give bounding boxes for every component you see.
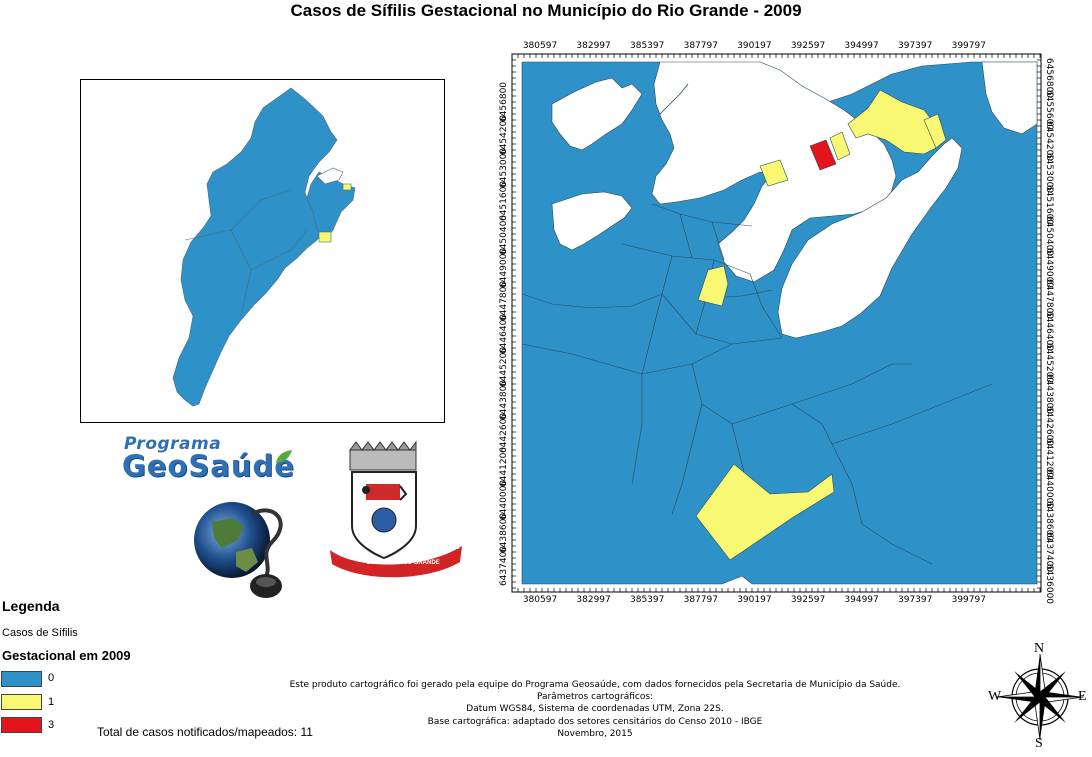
tick-label-bottom: 397397 [898, 595, 933, 605]
lagoon-line [659, 83, 689, 115]
tick-label-top: 390197 [737, 41, 772, 51]
seal-ribbon-text: CIDADE DO RIO GRANDE [366, 560, 440, 566]
water-bay [551, 77, 643, 151]
tick-marks-top [511, 54, 1041, 58]
compass-w: W [988, 689, 1002, 704]
legend-label-1: 1 [48, 696, 55, 708]
tick-label-top: 382997 [576, 41, 611, 51]
credits-line: Parâmetros cartográficos: [536, 692, 654, 703]
tick-label-top: 387797 [683, 41, 718, 51]
sector-lines [521, 203, 993, 565]
credits-line: Novembro, 2015 [557, 728, 633, 739]
tick-marks-right [1037, 53, 1041, 589]
overview-map [80, 79, 445, 423]
compass-n: N [1034, 641, 1045, 656]
legend-label-0: 0 [48, 672, 55, 684]
overview-yellow-sector [318, 231, 332, 243]
compass-s: S [1035, 736, 1043, 751]
compass-e: E [1078, 689, 1087, 704]
legend-subtitle-1: Casos de Sífilis [2, 627, 78, 639]
city-seal [326, 438, 468, 587]
sector-yellow-south [695, 463, 835, 561]
tick-label-top: 397397 [898, 41, 933, 51]
overview-inner-lines [184, 189, 308, 317]
globe-mouse-icon [192, 492, 296, 609]
sector-yellow-north-2 [829, 131, 851, 161]
map-regions [521, 61, 1038, 585]
seal-year-right: 1835 [444, 544, 460, 551]
tick-marks-bottom [511, 588, 1041, 592]
tick-marks-left [512, 53, 516, 589]
seal-year-left: 1737 [338, 546, 354, 553]
tick-label-bottom: 399797 [951, 595, 986, 605]
legend-subtitle-2: Gestacional em 2009 [2, 648, 131, 663]
credits-line: Base cartográfica: adaptado dos setores … [427, 716, 763, 727]
map-title: Casos de Sífilis Gestacional no Municípi… [290, 1, 802, 20]
legend-swatch-1 [1, 694, 42, 710]
sector-yellow-north-4 [923, 113, 947, 149]
sector-yellow-north-1 [759, 159, 789, 187]
legend-swatch-3 [1, 717, 42, 733]
legend-title: Legenda [2, 598, 60, 614]
tick-label-top: 385397 [630, 41, 665, 51]
tick-label-bottom: 387797 [683, 595, 718, 605]
tick-label-bottom: 390197 [737, 595, 772, 605]
overview-map-graphic [172, 87, 356, 407]
tick-label-bottom: 394997 [844, 595, 879, 605]
tick-label-top: 392597 [790, 41, 826, 51]
tick-label-left: 6437400 [499, 545, 509, 587]
main-map-graphic [511, 53, 1042, 593]
overview-municipality [172, 87, 338, 407]
sector-yellow-mid [697, 265, 729, 307]
tick-label-bottom: 385397 [630, 595, 665, 605]
sector-red-north [809, 139, 837, 171]
tick-label-top: 394997 [844, 41, 879, 51]
water-north-right [981, 61, 1038, 135]
logo-text-programa: Programa [124, 434, 222, 454]
leaf-icon [274, 449, 294, 470]
credits-line: Este produto cartográfico foi gerado pel… [289, 680, 901, 690]
credits-block: Este produto cartográfico foi gerado pel… [200, 679, 990, 740]
legend-label-3: 3 [48, 719, 55, 731]
tick-label-bottom: 380597 [522, 595, 558, 605]
water-east [777, 137, 963, 339]
overview-lagoon [316, 167, 344, 185]
credits-line: Datum WGS84, Sistema de coordenadas UTM,… [466, 704, 724, 715]
logo-text-geosaude: GeoSaúde [122, 449, 295, 483]
legend-swatch-0 [1, 671, 42, 687]
compass-rose-icon [990, 642, 1090, 757]
tick-label-bottom: 382997 [576, 595, 611, 605]
overview-yellow-sector [342, 183, 352, 191]
tick-label-right: 6436000 [1044, 563, 1054, 605]
tick-label-top: 399797 [951, 41, 986, 51]
tick-label-top: 380597 [522, 41, 558, 51]
total-cases-text: Total de casos notificados/mapeados: 11 [97, 725, 313, 739]
water-canal [551, 191, 633, 251]
main-map [492, 44, 1062, 609]
tick-label-bottom: 392597 [790, 595, 826, 605]
